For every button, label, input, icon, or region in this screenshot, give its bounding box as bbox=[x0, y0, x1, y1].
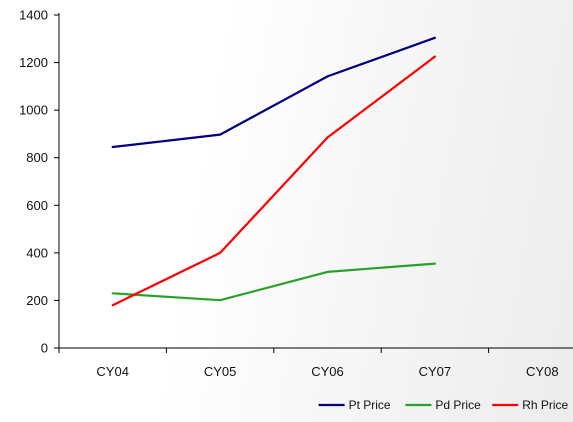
series-line-pt-price bbox=[111, 36, 436, 149]
y-tick-label: 1200 bbox=[19, 55, 48, 70]
chart-axes: 0 200 400 600 800 1000 1200 1400 CY04 CY05 CY06 CY0… bbox=[19, 8, 573, 379]
y-tick-label: 1000 bbox=[19, 103, 48, 118]
y-tick-label: 400 bbox=[26, 245, 48, 260]
x-tick-label: CY06 bbox=[311, 364, 344, 379]
y-tick-label: 0 bbox=[41, 341, 48, 356]
legend-label-pd-price: Pd Price bbox=[435, 398, 481, 412]
x-tick-label: CY05 bbox=[204, 364, 237, 379]
series-line-pd-price bbox=[111, 262, 436, 302]
y-tick-label: 800 bbox=[26, 150, 48, 165]
y-tick-label: 600 bbox=[26, 198, 48, 213]
legend-label-rh-price: Rh Price bbox=[522, 398, 568, 412]
y-tick-label: 200 bbox=[26, 293, 48, 308]
legend-label-pt-price: Pt Price bbox=[349, 398, 391, 412]
series-line-rh-price bbox=[111, 55, 436, 307]
chart-series bbox=[111, 36, 436, 307]
x-tick-label: CY04 bbox=[96, 364, 129, 379]
chart-legend: Pt Price Pd Price Rh Price bbox=[318, 398, 569, 412]
x-tick-label: CY08 bbox=[526, 364, 559, 379]
y-tick-label: 1400 bbox=[19, 8, 48, 23]
x-tick-label: CY07 bbox=[419, 364, 452, 379]
